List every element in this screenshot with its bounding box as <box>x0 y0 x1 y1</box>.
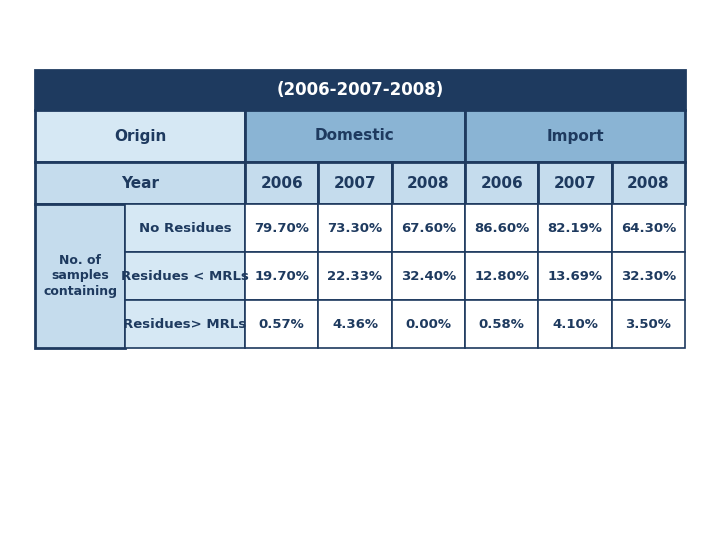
Bar <box>245 204 318 252</box>
Text: Year: Year <box>121 176 159 191</box>
Text: 13.69%: 13.69% <box>547 269 603 282</box>
Bar <box>245 110 465 162</box>
Bar <box>125 204 245 252</box>
Text: 2006: 2006 <box>480 176 523 191</box>
Text: 0.00%: 0.00% <box>405 318 451 330</box>
Bar <box>539 204 612 252</box>
Text: 79.70%: 79.70% <box>254 221 309 234</box>
Bar <box>35 70 685 110</box>
Bar <box>465 300 539 348</box>
Bar <box>245 162 318 204</box>
Text: 4.10%: 4.10% <box>552 318 598 330</box>
Text: 12.80%: 12.80% <box>474 269 529 282</box>
Text: 67.60%: 67.60% <box>401 221 456 234</box>
Text: 64.30%: 64.30% <box>621 221 676 234</box>
Text: Domestic: Domestic <box>315 129 395 144</box>
Bar <box>318 162 392 204</box>
Bar <box>35 162 245 204</box>
Bar <box>392 252 465 300</box>
Bar <box>465 204 539 252</box>
Bar <box>465 162 539 204</box>
Text: 2008: 2008 <box>407 176 450 191</box>
Text: 73.30%: 73.30% <box>328 221 382 234</box>
Bar <box>539 252 612 300</box>
Text: 2008: 2008 <box>627 176 670 191</box>
Text: No Residues: No Residues <box>139 221 231 234</box>
Text: 3.50%: 3.50% <box>626 318 671 330</box>
Text: 2006: 2006 <box>261 176 303 191</box>
Text: Residues> MRLs: Residues> MRLs <box>123 318 247 330</box>
Text: No. of
samples
containing: No. of samples containing <box>43 254 117 298</box>
Text: 86.60%: 86.60% <box>474 221 529 234</box>
Bar <box>465 252 539 300</box>
Bar <box>612 162 685 204</box>
Bar <box>539 300 612 348</box>
Bar <box>318 300 392 348</box>
Text: 2007: 2007 <box>333 176 377 191</box>
Bar <box>35 204 125 348</box>
Text: 32.30%: 32.30% <box>621 269 676 282</box>
Text: 32.40%: 32.40% <box>401 269 456 282</box>
Bar <box>125 300 245 348</box>
Text: (2006-2007-2008): (2006-2007-2008) <box>276 81 444 99</box>
Bar <box>392 300 465 348</box>
Bar <box>245 300 318 348</box>
Bar <box>35 110 245 162</box>
Bar <box>318 204 392 252</box>
Text: 82.19%: 82.19% <box>548 221 603 234</box>
Text: 22.33%: 22.33% <box>328 269 382 282</box>
Text: 0.57%: 0.57% <box>258 318 305 330</box>
Bar <box>245 252 318 300</box>
Text: 0.58%: 0.58% <box>479 318 525 330</box>
Bar <box>465 110 685 162</box>
Text: 4.36%: 4.36% <box>332 318 378 330</box>
Bar <box>392 162 465 204</box>
Bar <box>125 252 245 300</box>
Text: 2007: 2007 <box>554 176 596 191</box>
Bar <box>612 204 685 252</box>
Text: 19.70%: 19.70% <box>254 269 309 282</box>
Bar <box>539 162 612 204</box>
Bar <box>612 300 685 348</box>
Text: Origin: Origin <box>114 129 166 144</box>
Text: Residues < MRLs: Residues < MRLs <box>121 269 249 282</box>
Bar <box>612 252 685 300</box>
Bar <box>318 252 392 300</box>
Bar <box>392 204 465 252</box>
Text: Import: Import <box>546 129 604 144</box>
